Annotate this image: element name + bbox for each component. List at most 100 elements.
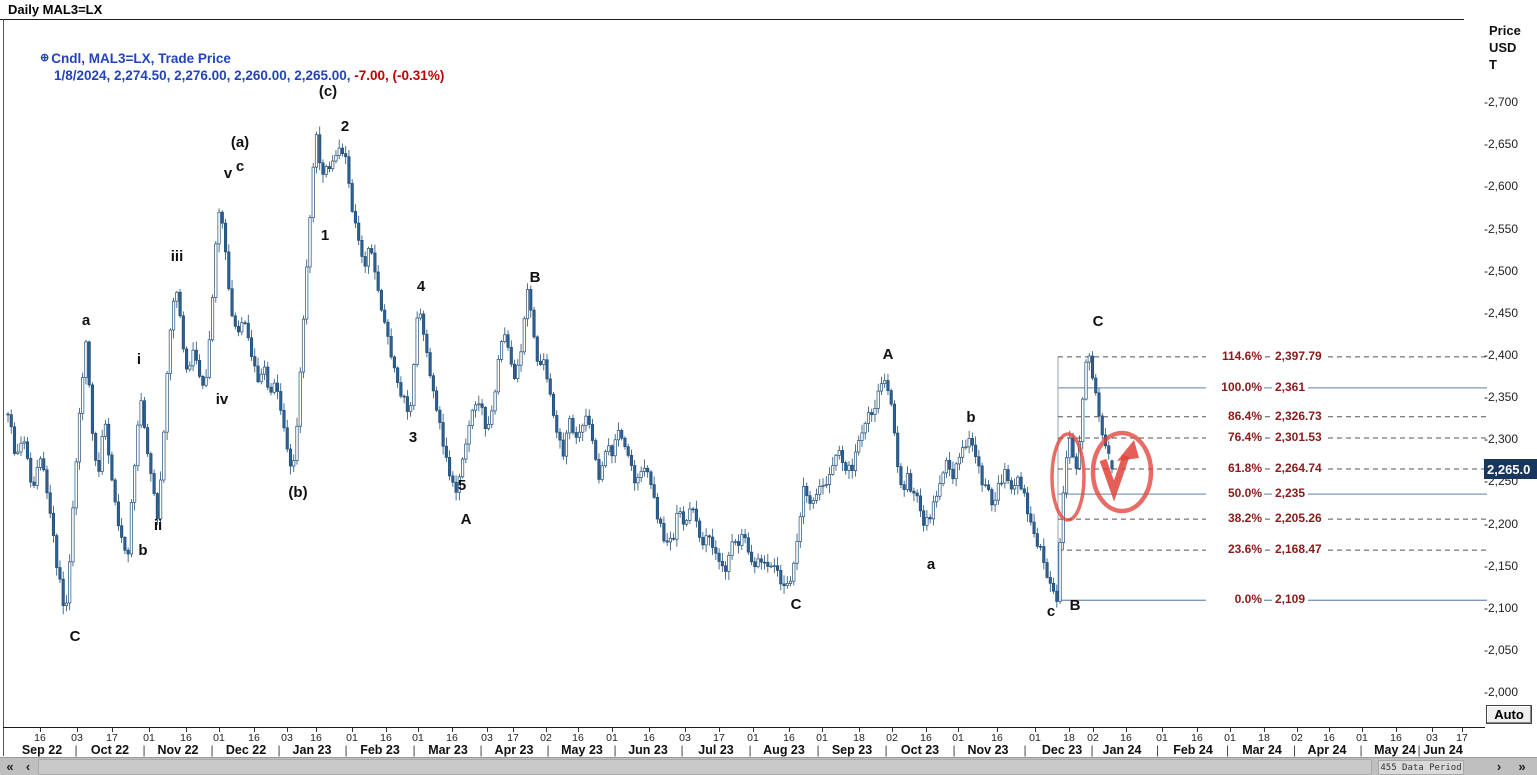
red-ellipse-annotation[interactable] (1050, 432, 1086, 522)
date-axis-tick-mark (578, 728, 579, 732)
elliott-wave-label: a (81, 312, 91, 329)
price-axis-tick: -2,500 (1484, 263, 1519, 278)
elliott-wave-label: C (1092, 313, 1104, 330)
date-axis-day-label: 02 (1291, 732, 1303, 744)
date-axis-day-label: 03 (281, 732, 293, 744)
date-axis-month-label: Mar 24 (1242, 743, 1282, 757)
fib-value-label: 2,326.73 (1272, 408, 1325, 423)
date-axis-separator: | (277, 743, 281, 757)
elliott-wave-label: c (1046, 603, 1056, 620)
window-title: Daily MAL3=LX (8, 2, 103, 17)
date-axis-tick-mark (649, 728, 650, 732)
date-axis-tick-mark (352, 728, 353, 732)
date-axis-tick-mark (112, 728, 113, 732)
date-axis-month-label: Jul 23 (698, 743, 734, 757)
scroll-far-right-button[interactable]: » (1518, 759, 1526, 774)
fib-percent-label: 76.4% (1206, 430, 1264, 444)
date-axis-day-label: 17 (713, 732, 725, 744)
date-axis-day-label: 01 (1029, 732, 1041, 744)
date-axis-tick-mark (1297, 728, 1298, 732)
date-axis-separator: | (1225, 743, 1230, 757)
fib-value-label: 2,205.26 (1272, 511, 1325, 526)
elliott-wave-label: 5 (457, 477, 467, 494)
date-axis-day-label: 17 (507, 732, 519, 744)
date-axis-tick-mark (546, 728, 547, 732)
date-axis-tick-mark (1197, 728, 1198, 732)
scroll-right-button[interactable]: › (1496, 759, 1502, 774)
date-axis-tick-mark (1264, 728, 1265, 732)
date-axis-separator: | (344, 743, 348, 757)
date-axis-tick-mark (1093, 728, 1094, 732)
elliott-wave-label: v (223, 165, 233, 182)
scrollbar-thumb[interactable] (38, 759, 1372, 775)
fib-percent-label: 86.4% (1206, 408, 1264, 423)
date-axis-tick-mark (958, 728, 959, 732)
date-axis-tick-mark (859, 728, 860, 732)
scroll-far-left-button[interactable]: « (6, 759, 14, 774)
date-axis-separator: | (1090, 743, 1094, 757)
date-axis-day-label: 03 (481, 732, 493, 744)
date-axis-tick-mark (452, 728, 453, 732)
date-axis-month-label: Jan 23 (292, 743, 332, 757)
title-underline (0, 19, 1464, 20)
data-period-info: 455 Data Period (1378, 759, 1464, 775)
date-axis-day-label: 01 (606, 732, 618, 744)
date-axis-separator: | (210, 743, 214, 757)
date-axis-month-label: Feb 24 (1173, 743, 1213, 757)
date-axis-tick-mark (719, 728, 720, 732)
date-axis-tick-mark (926, 728, 927, 732)
fib-percent-label: 0.0% (1206, 592, 1264, 607)
fib-value-label: 2,109 (1272, 592, 1309, 607)
date-axis-day-label: 16 (783, 732, 795, 744)
date-axis-day-label: 01 (143, 732, 155, 744)
plot-bottom-border (3, 727, 1485, 728)
axis-title-line: T (1489, 57, 1497, 72)
date-axis-day-label: 16 (1191, 732, 1203, 744)
date-axis-separator: | (952, 743, 956, 757)
elliott-wave-label: (a) (230, 134, 250, 151)
red-arrow-annotation[interactable] (1099, 454, 1130, 502)
date-axis-day-label: 01 (1224, 732, 1236, 744)
date-axis-separator: | (546, 743, 550, 757)
series-properties-icon[interactable]: ⊕ (40, 52, 50, 64)
fib-percent-label: 38.2% (1206, 511, 1264, 526)
date-axis-separator: | (613, 743, 617, 757)
date-axis-tick-mark (753, 728, 754, 732)
date-axis-day-label: 18 (1063, 732, 1075, 744)
fib-value-label: 2,301.53 (1272, 430, 1325, 444)
date-axis-separator: | (1359, 743, 1363, 757)
date-axis-day-label: 01 (952, 732, 964, 744)
date-axis-separator: | (74, 743, 78, 757)
date-axis-tick-mark (487, 728, 488, 732)
date-axis-month-label: Nov 23 (967, 743, 1009, 757)
date-axis-day-label: 01 (816, 732, 828, 744)
fib-value-label: 2,264.74 (1272, 461, 1325, 476)
scroll-left-button[interactable]: ‹ (25, 759, 31, 774)
date-axis-month-label: Mar 23 (428, 743, 468, 757)
date-axis-day-label: 16 (446, 732, 458, 744)
date-axis-separator: | (816, 743, 820, 757)
date-axis-day-label: 16 (380, 732, 392, 744)
date-axis-day-label: 03 (71, 732, 83, 744)
elliott-wave-label: 2 (340, 118, 350, 135)
elliott-wave-label: 3 (408, 429, 418, 446)
elliott-wave-label: 4 (416, 278, 426, 295)
date-axis-tick-mark (1069, 728, 1070, 732)
date-axis-tick-mark (316, 728, 317, 732)
price-axis-tick: -2,050 (1484, 643, 1519, 658)
horizontal-scrollbar[interactable]: « ‹ 455 Data Period › » (0, 757, 1537, 775)
current-price-label: 2,265.0 (1484, 458, 1537, 479)
date-axis-month-label: Nov 22 (157, 743, 199, 757)
date-axis-day-label: 16 (248, 732, 260, 744)
date-axis-tick-mark (1362, 728, 1363, 732)
elliott-wave-label: iv (215, 391, 229, 408)
fib-percent-label: 50.0% (1206, 486, 1264, 501)
date-axis-tick-mark (1432, 728, 1433, 732)
series-legend: ⊕ Cndl, MAL3=LX, Trade Price 1/8/2024, 2,… (40, 50, 444, 84)
date-axis-day-label: 16 (180, 732, 192, 744)
elliott-wave-label: B (529, 269, 541, 286)
price-axis-tick: -2,300 (1484, 432, 1519, 447)
red-ellipse-annotation[interactable] (1090, 430, 1154, 514)
auto-scale-button[interactable]: Auto (1486, 705, 1532, 724)
